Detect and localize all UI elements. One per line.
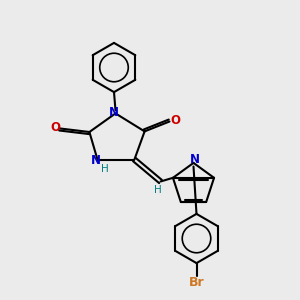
Text: Br: Br: [189, 276, 204, 289]
Text: N: N: [190, 153, 200, 167]
Text: N: N: [91, 154, 101, 167]
Text: N: N: [109, 106, 119, 119]
Text: H: H: [154, 185, 162, 195]
Text: O: O: [50, 121, 60, 134]
Text: H: H: [101, 164, 109, 174]
Text: O: O: [170, 114, 180, 127]
